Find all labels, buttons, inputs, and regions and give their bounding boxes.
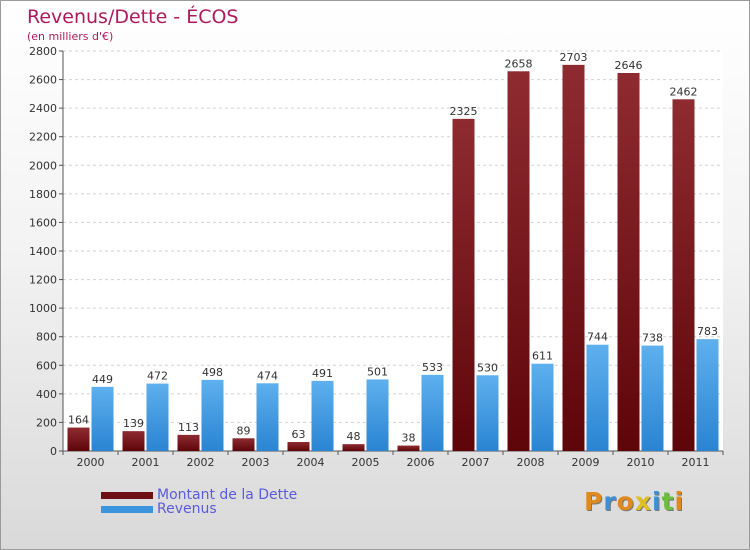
- value-labels: 164 449 139 472 113 498 89 474 63 491 48 501 38 533 23…: [68, 51, 718, 445]
- value-label-revenus-2006: 533: [422, 361, 443, 374]
- value-label-revenus-2011: 783: [697, 325, 718, 338]
- value-label-revenus-2008: 611: [532, 350, 553, 363]
- bar-revenus-2010: [641, 345, 664, 451]
- value-label-dette-2004: 63: [292, 428, 306, 441]
- y-tick-label: 400: [36, 388, 57, 401]
- x-tick-label: 2001: [132, 456, 160, 469]
- bar-revenus-2006: [421, 374, 444, 451]
- value-label-revenus-2007: 530: [477, 361, 498, 374]
- x-tick-label: 2008: [517, 456, 545, 469]
- y-tick-label: 1400: [29, 245, 57, 258]
- bar-dette-2000: [67, 427, 90, 451]
- x-tick-label: 2009: [572, 456, 600, 469]
- value-label-dette-2009: 2703: [560, 51, 588, 64]
- x-tick-label: 2010: [627, 456, 655, 469]
- x-tick-label: 2003: [242, 456, 270, 469]
- y-tick-label: 1000: [29, 302, 57, 315]
- value-label-dette-2010: 2646: [615, 59, 643, 72]
- value-label-dette-2001: 139: [123, 417, 144, 430]
- bar-dette-2002: [177, 434, 200, 451]
- bar-dette-2003: [232, 438, 255, 451]
- value-label-revenus-2000: 449: [92, 373, 113, 386]
- value-label-revenus-2005: 501: [367, 365, 388, 378]
- value-label-revenus-2004: 491: [312, 367, 333, 380]
- legend-item-revenus: Revenus: [101, 501, 217, 517]
- bars: [67, 64, 719, 452]
- y-tick-label: 2200: [29, 131, 57, 144]
- bar-revenus-2002: [201, 379, 224, 451]
- y-tick-label: 1200: [29, 274, 57, 287]
- logo-letter: o: [616, 487, 635, 516]
- bar-dette-2009: [562, 64, 585, 451]
- value-label-dette-2000: 164: [68, 414, 89, 427]
- bar-revenus-2009: [586, 344, 609, 451]
- logo-letter: i: [652, 487, 662, 516]
- bar-dette-2006: [397, 445, 420, 451]
- bar-revenus-2000: [91, 386, 114, 451]
- y-tick-label: 2400: [29, 102, 57, 115]
- grid-lines: [63, 50, 723, 452]
- bar-revenus-2011: [696, 339, 719, 451]
- x-tick-label: 2011: [682, 456, 710, 469]
- y-tick-label: 600: [36, 359, 57, 372]
- legend-swatch-dette: [101, 491, 153, 499]
- legend-label-dette: Montant de la Dette: [157, 487, 298, 503]
- value-label-revenus-2010: 738: [642, 332, 663, 345]
- x-tick-label: 2007: [462, 456, 490, 469]
- bar-revenus-2007: [476, 375, 499, 451]
- value-label-dette-2003: 89: [237, 424, 251, 437]
- y-tick-label: 200: [36, 416, 57, 429]
- value-label-dette-2006: 38: [402, 432, 416, 445]
- y-tick-label: 2600: [29, 74, 57, 87]
- bar-revenus-2003: [256, 383, 279, 451]
- x-tick-label: 2006: [407, 456, 435, 469]
- value-label-dette-2002: 113: [178, 421, 199, 434]
- x-tick-label: 2002: [187, 456, 215, 469]
- x-tick-label: 2000: [77, 456, 105, 469]
- bar-revenus-2008: [531, 363, 554, 451]
- legend-item-dette: Montant de la Dette: [101, 487, 297, 503]
- y-tick-label: 1600: [29, 216, 57, 229]
- bar-dette-2004: [287, 442, 310, 451]
- value-label-dette-2005: 48: [347, 430, 361, 443]
- logo-letter: i: [674, 487, 685, 516]
- value-label-dette-2011: 2462: [670, 85, 698, 98]
- value-label-revenus-2003: 474: [257, 369, 278, 382]
- value-label-revenus-2009: 744: [587, 331, 608, 344]
- bar-dette-2010: [617, 73, 640, 451]
- bar-revenus-2001: [146, 383, 169, 451]
- y-tick-label: 2800: [29, 45, 57, 58]
- legend-label-revenus: Revenus: [157, 501, 217, 517]
- bar-dette-2001: [122, 431, 145, 451]
- y-tick-label: 800: [36, 331, 57, 344]
- logo-letter: x: [634, 487, 652, 516]
- x-tick-label: 2004: [297, 456, 325, 469]
- logo-letter: P: [584, 487, 604, 516]
- chart-title: Revenus/Dette - ÉCOS: [27, 6, 239, 28]
- bar-revenus-2005: [366, 379, 389, 451]
- y-tick-label: 0: [50, 445, 57, 458]
- y-tick-label: 2000: [29, 159, 57, 172]
- bar-dette-2005: [342, 444, 365, 451]
- y-tick-label: 1800: [29, 188, 57, 201]
- bar-revenus-2004: [311, 380, 334, 451]
- logo-letter: t: [661, 487, 675, 516]
- legend-swatch-revenus: [101, 505, 153, 513]
- x-tick-label: 2005: [352, 456, 380, 469]
- value-label-dette-2007: 2325: [450, 105, 478, 118]
- value-label-revenus-2002: 498: [202, 366, 223, 379]
- bar-dette-2007: [452, 118, 475, 451]
- axes: 0 200 400 600 800 1000 1200 1400 1600 1800 2000 220…: [29, 45, 724, 469]
- value-label-dette-2008: 2658: [505, 57, 533, 70]
- bar-dette-2008: [507, 71, 530, 452]
- value-label-revenus-2001: 472: [147, 370, 168, 383]
- chart-subtitle: (en milliers d'€): [27, 30, 114, 43]
- proxiti-logo: Proxiti: [584, 487, 684, 516]
- bar-dette-2011: [672, 99, 695, 452]
- logo-letter: r: [603, 487, 617, 516]
